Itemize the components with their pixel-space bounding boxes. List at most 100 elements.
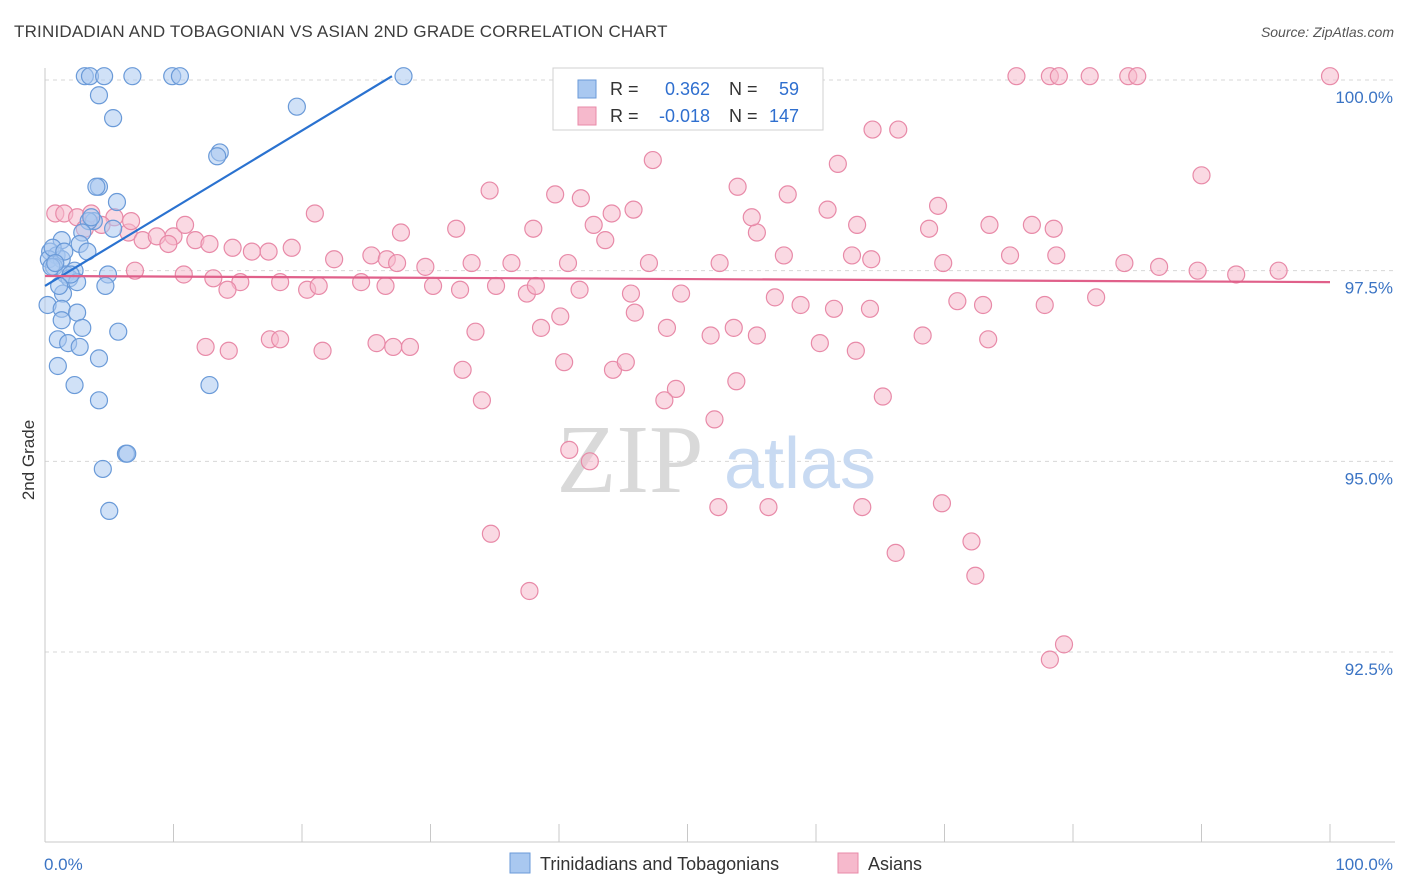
trinidadian-point <box>109 322 128 341</box>
asian-point <box>1044 219 1063 238</box>
asian-point <box>558 253 578 273</box>
asian-point <box>625 303 644 322</box>
y-axis-title: 2nd Grade <box>19 420 38 500</box>
y-tick-label: 95.0% <box>1345 469 1393 488</box>
asian-point <box>305 204 324 223</box>
r-label: R = <box>610 79 639 99</box>
asian-point <box>560 440 579 459</box>
asian-point <box>705 410 724 429</box>
asian-point <box>367 334 386 353</box>
asian-point <box>502 253 521 273</box>
asian-point <box>863 120 882 139</box>
asian-point <box>1080 67 1099 86</box>
trinidadian-point <box>82 208 101 227</box>
n-value: 59 <box>779 79 799 99</box>
trinidadian-point <box>89 86 109 105</box>
asian-point <box>848 215 867 235</box>
asian-point <box>842 246 862 265</box>
asian-point <box>1054 635 1074 654</box>
asian-point <box>391 223 411 242</box>
n-label: N = <box>729 106 758 126</box>
asian-point <box>481 524 500 543</box>
asian-point <box>791 295 810 315</box>
trend-lines <box>44 75 1331 287</box>
asian-point <box>919 219 939 238</box>
n-label: N = <box>729 79 758 99</box>
asian-point <box>966 566 985 585</box>
trinidadian-point <box>73 318 92 337</box>
asian-point <box>584 215 603 235</box>
y-tick-label: 100.0% <box>1335 88 1393 107</box>
asian-point <box>1000 246 1020 265</box>
asian-point <box>1087 288 1106 307</box>
asian-point <box>596 231 615 250</box>
asian-point <box>159 234 178 254</box>
asian-point <box>1320 67 1340 86</box>
asian-point <box>400 337 420 357</box>
trinidadian-point <box>48 356 67 376</box>
asian-point <box>219 341 238 360</box>
asian-point <box>1188 261 1207 280</box>
legend-label: Trinidadians and Tobagonians <box>540 854 779 874</box>
x-tick-label: 100.0% <box>1335 855 1393 874</box>
asian-point <box>934 253 953 273</box>
r-value: -0.018 <box>659 106 710 126</box>
asian-point <box>472 391 491 410</box>
trinidadian-point <box>170 67 190 86</box>
chart-title: TRINIDADIAN AND TOBAGONIAN VS ASIAN 2ND … <box>14 22 668 41</box>
asian-point <box>710 253 729 273</box>
asian-point <box>824 299 844 318</box>
r-value: 0.362 <box>665 79 710 99</box>
asian-point <box>1149 257 1169 276</box>
asian-point <box>928 196 948 215</box>
asian-point <box>709 497 728 517</box>
trinidadian-point <box>104 219 123 238</box>
asian-point <box>570 280 589 299</box>
asian-point <box>639 253 659 273</box>
asian-point <box>309 276 328 296</box>
asian-point <box>701 326 720 345</box>
asian-point <box>352 273 371 292</box>
asian-point <box>671 284 691 303</box>
asian-point <box>759 497 778 517</box>
asian-point <box>655 391 674 410</box>
asian-point <box>932 494 952 513</box>
asian-point <box>747 326 766 345</box>
asian-point <box>384 337 403 357</box>
stats-swatch <box>577 106 597 126</box>
asian-point <box>571 189 590 208</box>
asian-point <box>520 581 539 601</box>
y-tick-label: 92.5% <box>1345 660 1393 679</box>
trinidadian-point <box>394 67 413 86</box>
asian-point <box>778 185 797 204</box>
asian-point <box>526 276 545 296</box>
asian-point <box>643 150 662 170</box>
asian-point <box>546 185 565 204</box>
asian-point <box>376 276 395 296</box>
asian-point <box>1040 650 1059 669</box>
asian-point <box>979 330 998 349</box>
asian-point <box>271 330 290 349</box>
trinidadian-point <box>208 147 227 166</box>
trinidadian-point <box>93 459 112 479</box>
trinidadian-point <box>287 97 306 116</box>
asian-point <box>524 219 543 238</box>
asian-point <box>259 242 278 261</box>
asian-point <box>531 318 551 337</box>
asian-point <box>860 299 880 318</box>
asian-point <box>242 242 261 261</box>
asian-point <box>325 250 344 269</box>
asian-point <box>1049 67 1068 86</box>
data-points <box>38 67 1340 669</box>
asian-point <box>175 215 195 235</box>
watermark-zip: ZIP <box>557 406 704 514</box>
asian-point <box>416 257 435 276</box>
asian-point <box>980 215 999 235</box>
asian-point <box>121 211 141 231</box>
asian-point <box>1035 295 1054 315</box>
asian-point <box>1128 67 1147 86</box>
asian-point <box>621 284 641 303</box>
asian-trend-line <box>44 274 1331 284</box>
asian-point <box>765 288 784 307</box>
